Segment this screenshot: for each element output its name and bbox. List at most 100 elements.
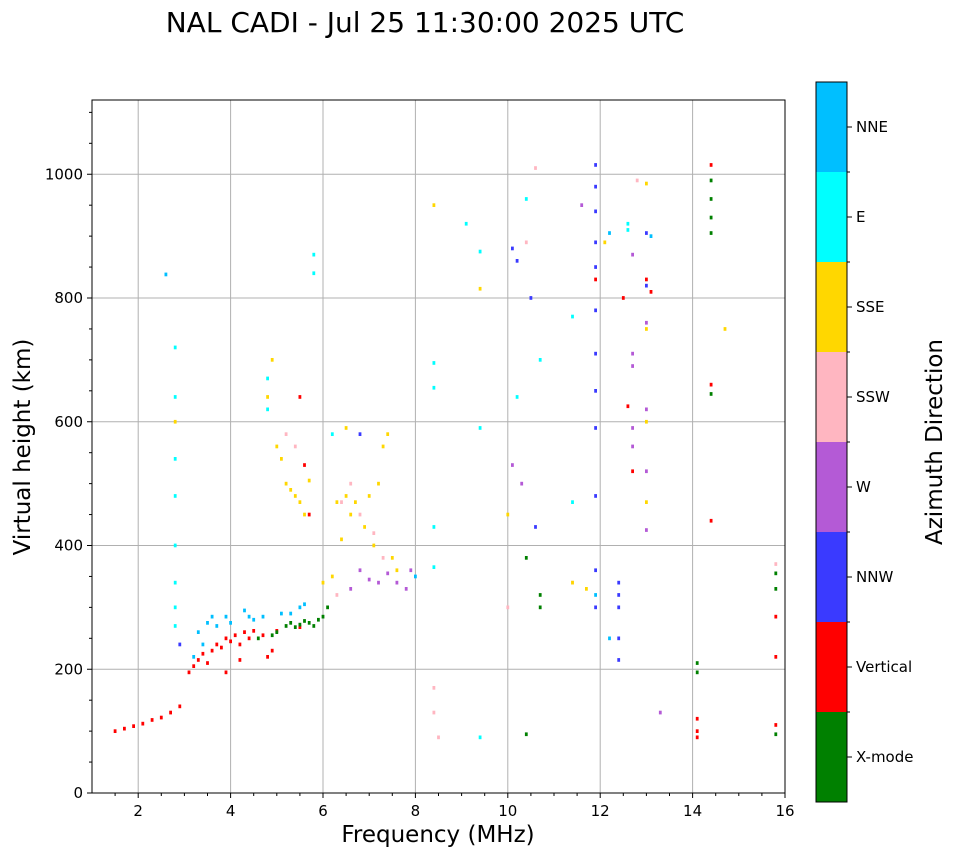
echo-point-vertical: [298, 395, 302, 399]
echo-point-vertical: [695, 716, 699, 721]
colorbar-segment: [816, 442, 847, 532]
echo-point-vertical: [631, 469, 634, 474]
echo-point-sse: [321, 580, 325, 585]
echo-point-x-mode: [538, 593, 542, 597]
echo-point-sse: [266, 395, 269, 399]
echo-point-sse: [173, 419, 177, 424]
echo-point-e: [524, 197, 528, 201]
echo-point-sse: [645, 181, 648, 186]
echo-point-ssw: [534, 166, 537, 170]
echo-point-nne: [201, 642, 205, 647]
grid: [92, 100, 785, 793]
echo-point-vertical: [266, 655, 269, 659]
echo-point-sse: [432, 203, 436, 207]
echo-point-w: [645, 320, 648, 325]
echo-point-w: [520, 481, 524, 486]
echo-point-nnw: [511, 246, 514, 251]
colorbar: X-mode Vertical NNW W SSW SSE E NNE: [815, 81, 913, 803]
echo-point-nne: [252, 617, 256, 622]
echo-point-vertical: [243, 630, 246, 634]
echo-point-x-mode: [307, 621, 311, 625]
echo-point-sse: [344, 426, 348, 430]
echo-point-w: [631, 364, 634, 368]
x-tick-label: 4: [226, 802, 236, 820]
echo-point-w: [645, 528, 648, 532]
echo-point-x-mode: [270, 633, 274, 638]
echo-point-ssw: [432, 686, 436, 690]
echo-point-sse: [330, 574, 334, 579]
echo-point-sse: [344, 494, 348, 498]
echo-point-vertical: [621, 296, 625, 300]
echo-point-x-mode: [284, 624, 288, 628]
y-tick-label: 800: [54, 289, 83, 307]
echo-point-nnw: [594, 389, 597, 393]
echo-point-vertical: [224, 670, 228, 675]
echo-point-w: [645, 407, 648, 412]
echo-point-ssw: [432, 710, 436, 715]
x-tick-label: 16: [775, 802, 794, 820]
echo-point-nne: [280, 611, 283, 616]
echo-point-w: [404, 587, 408, 591]
echo-point-sse: [645, 327, 648, 331]
echo-point-e: [173, 543, 177, 548]
echo-point-nnw: [617, 605, 621, 610]
echo-point-vertical: [169, 710, 172, 715]
echo-point-x-mode: [317, 617, 320, 622]
echo-point-nne: [215, 624, 219, 628]
plot-frame: [91, 99, 786, 794]
echo-point-nne: [303, 602, 306, 607]
echo-point-e: [312, 252, 316, 257]
echo-point-sse: [603, 240, 607, 245]
echo-point-vertical: [298, 625, 302, 629]
echo-point-vertical: [303, 463, 306, 467]
echo-point-e: [173, 580, 177, 585]
echo-point-vertical: [247, 636, 251, 641]
echo-point-x-mode: [709, 178, 713, 183]
echo-point-sse: [298, 500, 302, 504]
echo-point-w: [386, 571, 390, 576]
echo-point-sse: [386, 432, 390, 436]
x-tick-label: 12: [591, 802, 610, 820]
echo-point-nne: [192, 655, 196, 659]
echo-point-nne: [608, 636, 611, 641]
echo-point-e: [626, 221, 630, 226]
echo-point-x-mode: [275, 630, 279, 634]
echo-point-e: [464, 221, 468, 226]
echo-point-w: [358, 568, 362, 573]
echo-point-ssw: [774, 562, 778, 566]
echo-point-w: [377, 580, 380, 585]
echo-point-nnw: [594, 163, 597, 167]
echo-point-w: [631, 351, 634, 356]
echo-point-e: [626, 228, 630, 232]
echo-point-nne: [206, 621, 209, 625]
echo-point-x-mode: [293, 625, 297, 629]
colorbar-tick-label: X-mode: [856, 748, 913, 766]
echo-point-vertical: [187, 670, 191, 675]
echo-point-vertical: [307, 512, 311, 517]
echo-point-x-mode: [709, 215, 713, 220]
echo-point-vertical: [224, 636, 228, 641]
echo-point-nnw: [594, 265, 597, 269]
echo-point-sse: [645, 419, 648, 424]
echo-point-nnw: [534, 525, 537, 529]
echo-point-nne: [414, 574, 417, 579]
y-tick-label: 600: [54, 413, 83, 431]
echo-point-e: [266, 407, 269, 412]
echo-point-nnw: [594, 426, 597, 430]
echo-point-sse: [335, 500, 339, 504]
echo-point-nne: [247, 614, 251, 619]
echo-point-vertical: [695, 735, 699, 740]
echo-point-vertical: [645, 277, 648, 282]
echo-point-sse: [307, 478, 311, 483]
echo-point-e: [432, 385, 436, 390]
echo-point-w: [580, 203, 584, 207]
echo-point-x-mode: [538, 605, 542, 610]
echo-point-w: [349, 587, 353, 591]
echo-point-nnw: [529, 296, 533, 300]
echo-point-nnw: [178, 642, 182, 647]
echo-point-e: [538, 358, 542, 362]
colorbar-segment: [816, 712, 847, 802]
echo-point-vertical: [774, 614, 778, 619]
echo-point-nnw: [515, 259, 519, 263]
echo-point-ssw: [524, 240, 528, 245]
